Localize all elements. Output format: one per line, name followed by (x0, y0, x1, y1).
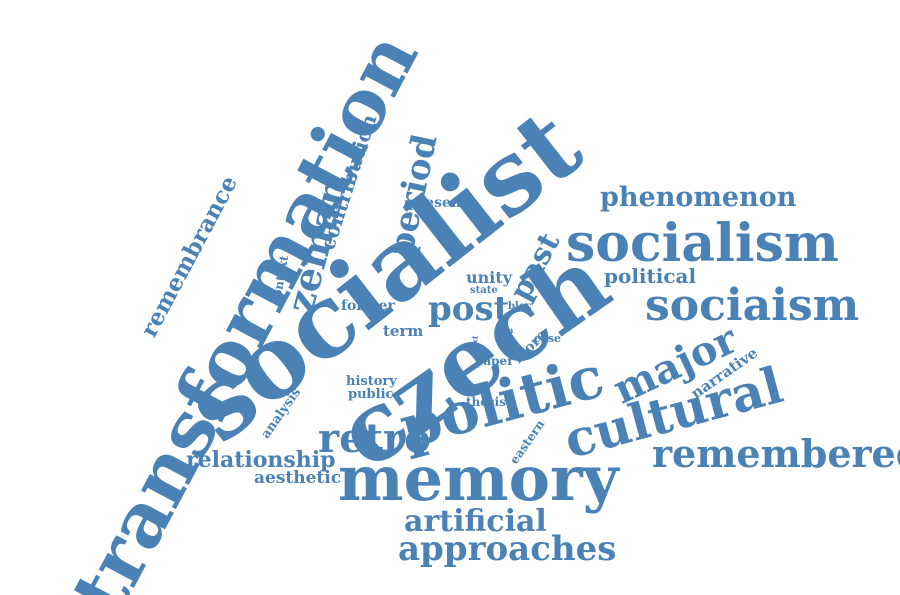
word-relationship: relationship (186, 447, 336, 473)
word-paper: paper (475, 354, 514, 368)
word-socialism: socialism (566, 213, 839, 274)
word-remembered: remembered (652, 431, 900, 476)
word-public: public (348, 387, 394, 402)
word-sociaism: sociaism (645, 280, 860, 331)
word-film: film (496, 325, 514, 335)
word-former: former (341, 298, 395, 314)
word-approaches: approaches (398, 529, 617, 569)
word-retro: retro (318, 415, 431, 462)
word-term: term (383, 322, 424, 340)
word-unity: unity (466, 268, 513, 287)
word-text: text (467, 334, 481, 354)
word-history: history (346, 374, 397, 389)
word-present: present (408, 195, 468, 211)
word-thesis: thesis (466, 395, 506, 409)
word-aesthetic: aesthetic (254, 468, 342, 488)
word-political: political (604, 264, 697, 288)
word-phenomenon: phenomenon (600, 182, 797, 213)
word-state: state (470, 285, 498, 296)
word-memory: memory (338, 442, 619, 515)
word-case: case (534, 332, 562, 345)
word-bloc: bloc (508, 301, 532, 312)
word-post: post (428, 289, 510, 329)
word-artificial: artificial (404, 504, 547, 539)
